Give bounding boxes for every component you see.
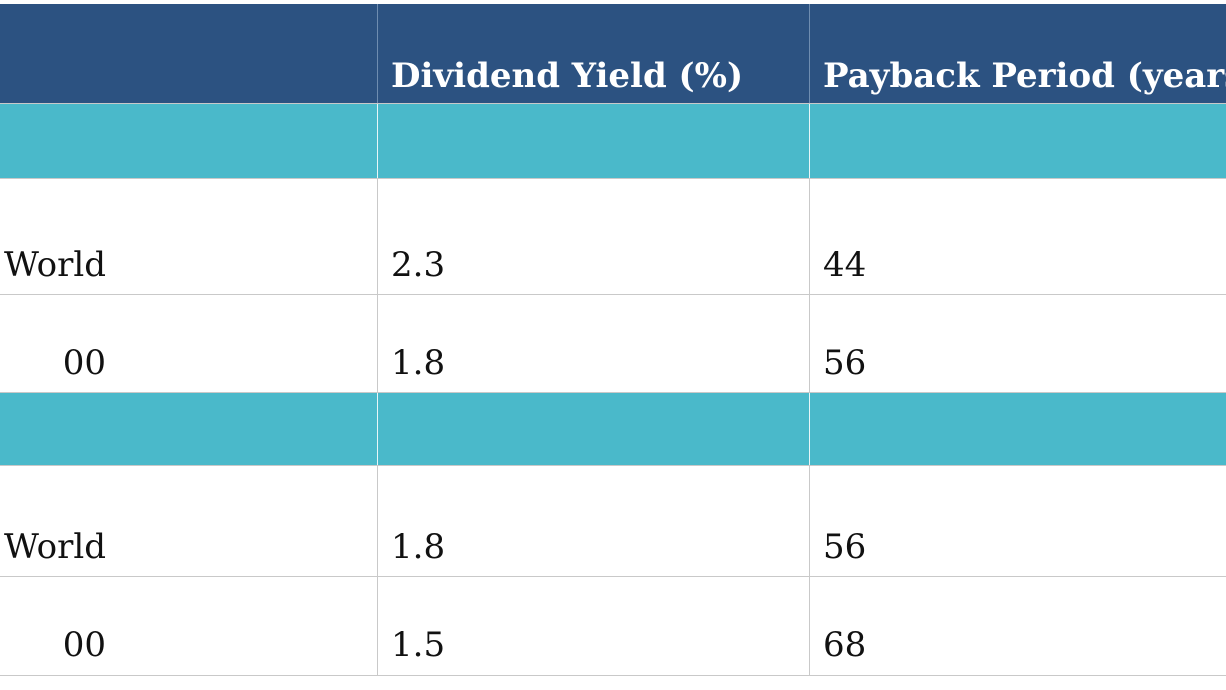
cell-text: 00	[62, 343, 106, 383]
cell-text: World	[4, 527, 106, 567]
table-cell	[377, 393, 809, 466]
section-header-row	[0, 392, 1226, 466]
cell-text: 56	[823, 527, 867, 567]
table-cell: 44	[809, 179, 1226, 295]
table-row: World 2.3 44	[0, 178, 1226, 295]
table-cell: 68	[809, 577, 1226, 675]
table-cell: 2.3	[377, 179, 809, 295]
table-header-row: Dividend Yield (%) Payback Period (years…	[0, 4, 1226, 103]
table-row: World 1.8 56	[0, 465, 1226, 577]
cell-text: 68	[823, 625, 867, 665]
table-cell: 1.8	[377, 295, 809, 393]
table-cell	[809, 393, 1226, 466]
header-cell-payback-period: Payback Period (years)	[809, 4, 1226, 103]
table-cell: 56	[809, 295, 1226, 393]
cell-text: 2.3	[391, 245, 446, 285]
header-cell-text: Dividend Yield (%)	[391, 56, 744, 96]
table-cell	[0, 104, 377, 179]
header-cell-dividend-yield: Dividend Yield (%)	[377, 4, 809, 103]
table-row: 00 1.5 68	[0, 576, 1226, 676]
section-header-row	[0, 103, 1226, 179]
table-cell: World	[0, 179, 377, 295]
cell-text: 1.8	[391, 527, 446, 567]
header-cell-text: Payback Period (years)	[823, 56, 1226, 96]
cell-text: 56	[823, 343, 867, 383]
header-cell-label	[0, 4, 377, 103]
table-cell: World	[0, 466, 377, 577]
cell-text: 00	[62, 625, 106, 665]
table-cell	[809, 104, 1226, 179]
table-cell: 00	[0, 577, 377, 675]
table-cell: 1.5	[377, 577, 809, 675]
table-row: 00 1.8 56	[0, 294, 1226, 393]
table-cell	[0, 393, 377, 466]
cell-text: 1.5	[391, 625, 446, 665]
table-cell	[377, 104, 809, 179]
cell-text: 44	[823, 245, 867, 285]
table-cell: 00	[0, 295, 377, 393]
cell-text: 1.8	[391, 343, 446, 383]
table-cell: 56	[809, 466, 1226, 577]
table-cell: 1.8	[377, 466, 809, 577]
cell-text: World	[4, 245, 106, 285]
